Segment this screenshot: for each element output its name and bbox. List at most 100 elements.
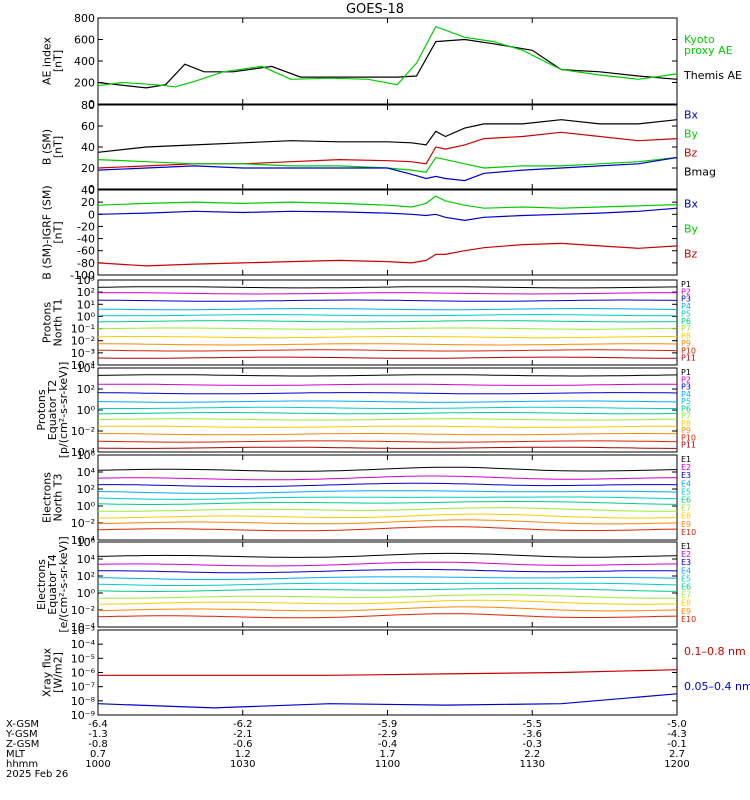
flux-channel-line [97,507,678,512]
flux-channel-line [97,349,678,352]
channel-label: E1 [681,542,691,551]
flux-channel-line [97,599,678,605]
flux-channel-line [97,606,678,612]
flux-channel-line [97,327,678,330]
legend-entry: By [684,127,699,140]
channel-label: E7 [681,591,691,600]
channel-label: P11 [681,354,696,363]
flux-channel-line [97,526,678,532]
date-label: 2025 Feb 26 [6,769,68,780]
y-tick-label: 60 [81,120,95,133]
legend-entry: Bz [684,248,698,261]
channel-label: E5 [681,574,691,583]
y-tick-label: -40 [77,233,95,246]
y-tick-label: 10⁻² [71,335,95,348]
channel-label: P10 [681,433,696,442]
flux-channel-line [97,400,678,403]
flux-channel-line [97,576,678,581]
x-row-value: -3.6 [522,729,542,740]
y-tick-label: 10⁻² [71,604,95,617]
flux-channel-line [97,320,678,323]
x-row-value: -0.1 [667,739,687,750]
y-tick-label: 10² [77,570,95,583]
y-axis-label: [nT] [52,221,65,243]
channel-label: E2 [681,550,691,559]
y-tick-label: 10⁻⁵ [71,652,95,665]
x-row-value: 1130 [520,759,545,770]
channel-label: E5 [681,487,691,496]
flux-channel-line [97,286,678,289]
panel-frame [97,17,678,105]
flux-channel-line [97,466,678,472]
channel-label: E2 [681,463,691,472]
panel-frame [97,104,678,190]
y-tick-label: 10⁻³ [71,347,95,360]
channel-label: P3 [681,383,691,392]
legend-entry: proxy AE [684,44,733,57]
y-tick-label: 10² [77,383,95,396]
y-tick-label: 10³ [77,274,95,287]
channel-label: E9 [681,607,691,616]
flux-channel-line [97,519,678,525]
channel-label: P9 [681,339,691,348]
legend-entry: Kyoto [684,33,715,46]
flux-channel-line [98,292,677,295]
series-line [97,38,678,89]
x-row-label: hhmm [6,759,38,770]
series-line [97,242,678,267]
channel-label: P4 [681,302,691,311]
y-tick-label: 80 [81,99,95,112]
y-tick-label: 600 [74,34,95,47]
flux-channel-line [97,440,678,443]
y-tick-label: 0 [88,98,95,111]
y-tick-label: 800 [74,12,95,25]
y-tick-label: 10⁰ [77,500,96,513]
channel-label: P9 [681,426,691,435]
channel-label: P1 [681,280,691,289]
x-row-value: 1000 [85,759,110,770]
y-tick-label: 10⁴ [77,362,96,375]
channel-label: E1 [681,455,691,464]
channel-label: E3 [681,471,691,480]
y-tick-label: 10⁻¹ [71,323,95,336]
y-tick-label: 10⁰ [77,310,96,323]
flux-channel-line [97,552,678,558]
y-tick-label: 10⁶ [77,536,96,549]
y-axis-label: North T3 [52,474,65,522]
y-tick-label: 10⁻⁷ [71,681,95,694]
y-tick-label: 10⁴ [77,466,96,479]
channel-label: P4 [681,390,691,399]
legend-entry: 0.05–0.4 nm [684,680,750,693]
y-axis-label: [nT] [52,50,65,72]
channel-label: E8 [681,599,691,608]
y-tick-label: 10⁻⁸ [71,695,96,708]
y-axis-label: [p/(cm²-s-sr-keV)] [57,362,70,459]
series-line [97,25,678,88]
y-tick-label: 10⁻⁴ [71,359,96,372]
y-tick-label: 10⁰ [77,587,96,600]
x-row-value: 1.2 [235,749,251,760]
panel-frame [97,367,678,453]
channel-label: P1 [681,368,691,377]
y-tick-label: 0 [88,183,95,196]
flux-channel-line [97,561,678,567]
channel-label: P7 [681,412,691,421]
y-tick-label: 10⁻⁹ [71,709,95,722]
flux-channel-line [97,425,677,428]
y-tick-label: 10⁻⁴ [71,621,96,634]
x-row-value: -5.5 [522,719,542,730]
y-tick-label: 10⁻² [71,425,95,438]
channel-label: E3 [681,558,691,567]
flux-channel-line [97,613,678,619]
legend-entry: Bx [684,198,699,211]
y-axis-label: Protons [35,389,48,430]
flux-channel-line [98,314,677,317]
channel-label: P2 [681,287,691,296]
x-row-value: 1.7 [380,749,396,760]
flux-channel-line [97,374,678,377]
y-axis-label: Xray flux [41,647,54,697]
series-line [97,195,678,209]
y-tick-label: 10¹ [77,298,95,311]
channel-label: E6 [681,496,691,505]
